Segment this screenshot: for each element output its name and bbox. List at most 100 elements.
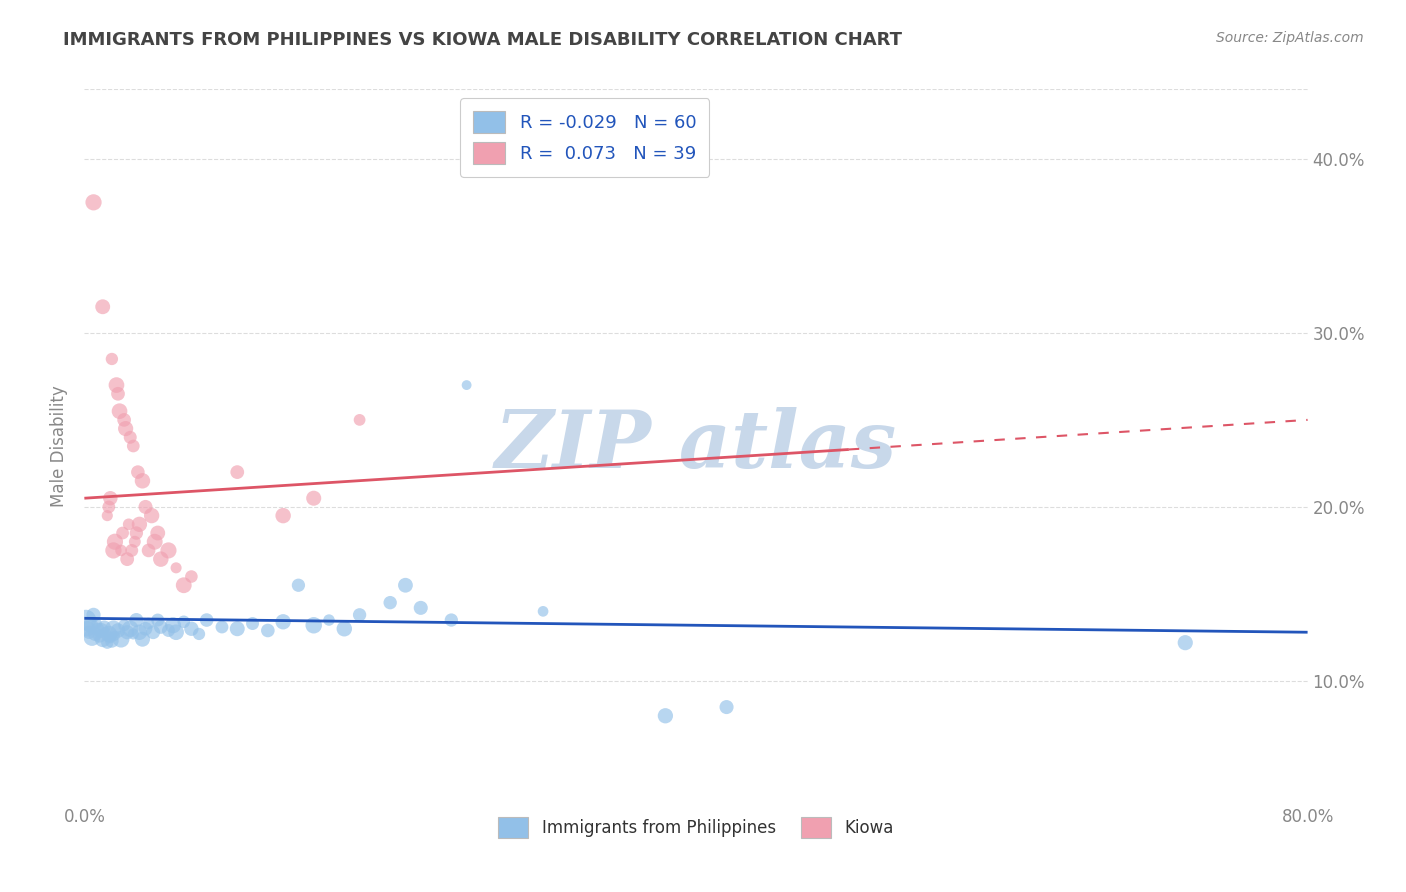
Point [1174, 635, 1197, 649]
Point [157, 624, 180, 638]
Point [125, 526, 148, 541]
Point [112, 618, 135, 632]
Point [97, 500, 120, 514]
Point [110, 543, 132, 558]
Point [138, 543, 160, 558]
Point [75, 613, 97, 627]
Point [173, 615, 195, 629]
Point [716, 700, 738, 714]
Point [89, 629, 111, 643]
Point [104, 534, 127, 549]
Point [80, 631, 103, 645]
Point [165, 625, 187, 640]
Text: ZIP atlas: ZIP atlas [495, 408, 897, 484]
Point [409, 600, 432, 615]
Point [121, 543, 143, 558]
Point [180, 569, 202, 583]
Point [531, 604, 554, 618]
Point [128, 517, 150, 532]
Point [112, 413, 135, 427]
Point [146, 526, 169, 541]
Point [97, 627, 120, 641]
Y-axis label: Male Disability: Male Disability [51, 385, 69, 507]
Text: IMMIGRANTS FROM PHILIPPINES VS KIOWA MALE DISABILITY CORRELATION CHART: IMMIGRANTS FROM PHILIPPINES VS KIOWA MAL… [63, 31, 903, 49]
Point [128, 625, 150, 640]
Point [84, 627, 107, 641]
Point [287, 578, 309, 592]
Point [456, 378, 478, 392]
Point [101, 351, 124, 366]
Point [333, 622, 356, 636]
Point [105, 378, 128, 392]
Point [76, 622, 98, 636]
Point [242, 616, 264, 631]
Point [180, 622, 202, 636]
Point [86, 616, 108, 631]
Point [380, 596, 402, 610]
Point [93, 620, 115, 634]
Point [141, 508, 163, 523]
Point [79, 618, 101, 632]
Point [108, 404, 131, 418]
Point [211, 620, 233, 634]
Point [90, 624, 112, 638]
Point [188, 627, 211, 641]
Text: Source: ZipAtlas.com: Source: ZipAtlas.com [1216, 31, 1364, 45]
Point [440, 613, 463, 627]
Point [111, 526, 134, 541]
Point [318, 613, 340, 627]
Point [91, 632, 114, 647]
Point [77, 625, 100, 640]
Point [135, 622, 157, 636]
Point [173, 578, 195, 592]
Point [101, 634, 124, 648]
Point [195, 613, 218, 627]
Point [302, 618, 325, 632]
Point [165, 561, 187, 575]
Point [142, 625, 165, 640]
Point [91, 300, 114, 314]
Point [302, 491, 325, 506]
Point [149, 552, 172, 566]
Point [143, 534, 166, 549]
Point [131, 632, 153, 647]
Point [135, 500, 157, 514]
Point [125, 613, 148, 627]
Point [98, 491, 121, 506]
Point [149, 620, 172, 634]
Point [115, 625, 138, 640]
Point [103, 543, 125, 558]
Point [87, 622, 110, 636]
Point [157, 543, 180, 558]
Point [94, 625, 117, 640]
Point [271, 615, 294, 629]
Point [118, 517, 141, 532]
Point [98, 631, 121, 645]
Point [96, 635, 118, 649]
Legend: Immigrants from Philippines, Kiowa: Immigrants from Philippines, Kiowa [492, 811, 900, 845]
Point [120, 430, 142, 444]
Point [162, 618, 184, 632]
Point [107, 386, 129, 401]
Point [110, 632, 132, 647]
Point [138, 616, 160, 631]
Point [394, 578, 416, 592]
Point [349, 607, 371, 622]
Point [96, 508, 118, 523]
Point [107, 624, 129, 638]
Point [226, 622, 249, 636]
Point [127, 465, 149, 479]
Point [122, 439, 145, 453]
Point [271, 508, 294, 523]
Point [257, 624, 280, 638]
Point [226, 465, 249, 479]
Point [124, 534, 146, 549]
Point [146, 613, 169, 627]
Point [349, 413, 371, 427]
Point [104, 629, 127, 643]
Point [120, 622, 142, 636]
Point [83, 195, 105, 210]
Point [114, 421, 136, 435]
Point [122, 627, 145, 641]
Point [654, 708, 676, 723]
